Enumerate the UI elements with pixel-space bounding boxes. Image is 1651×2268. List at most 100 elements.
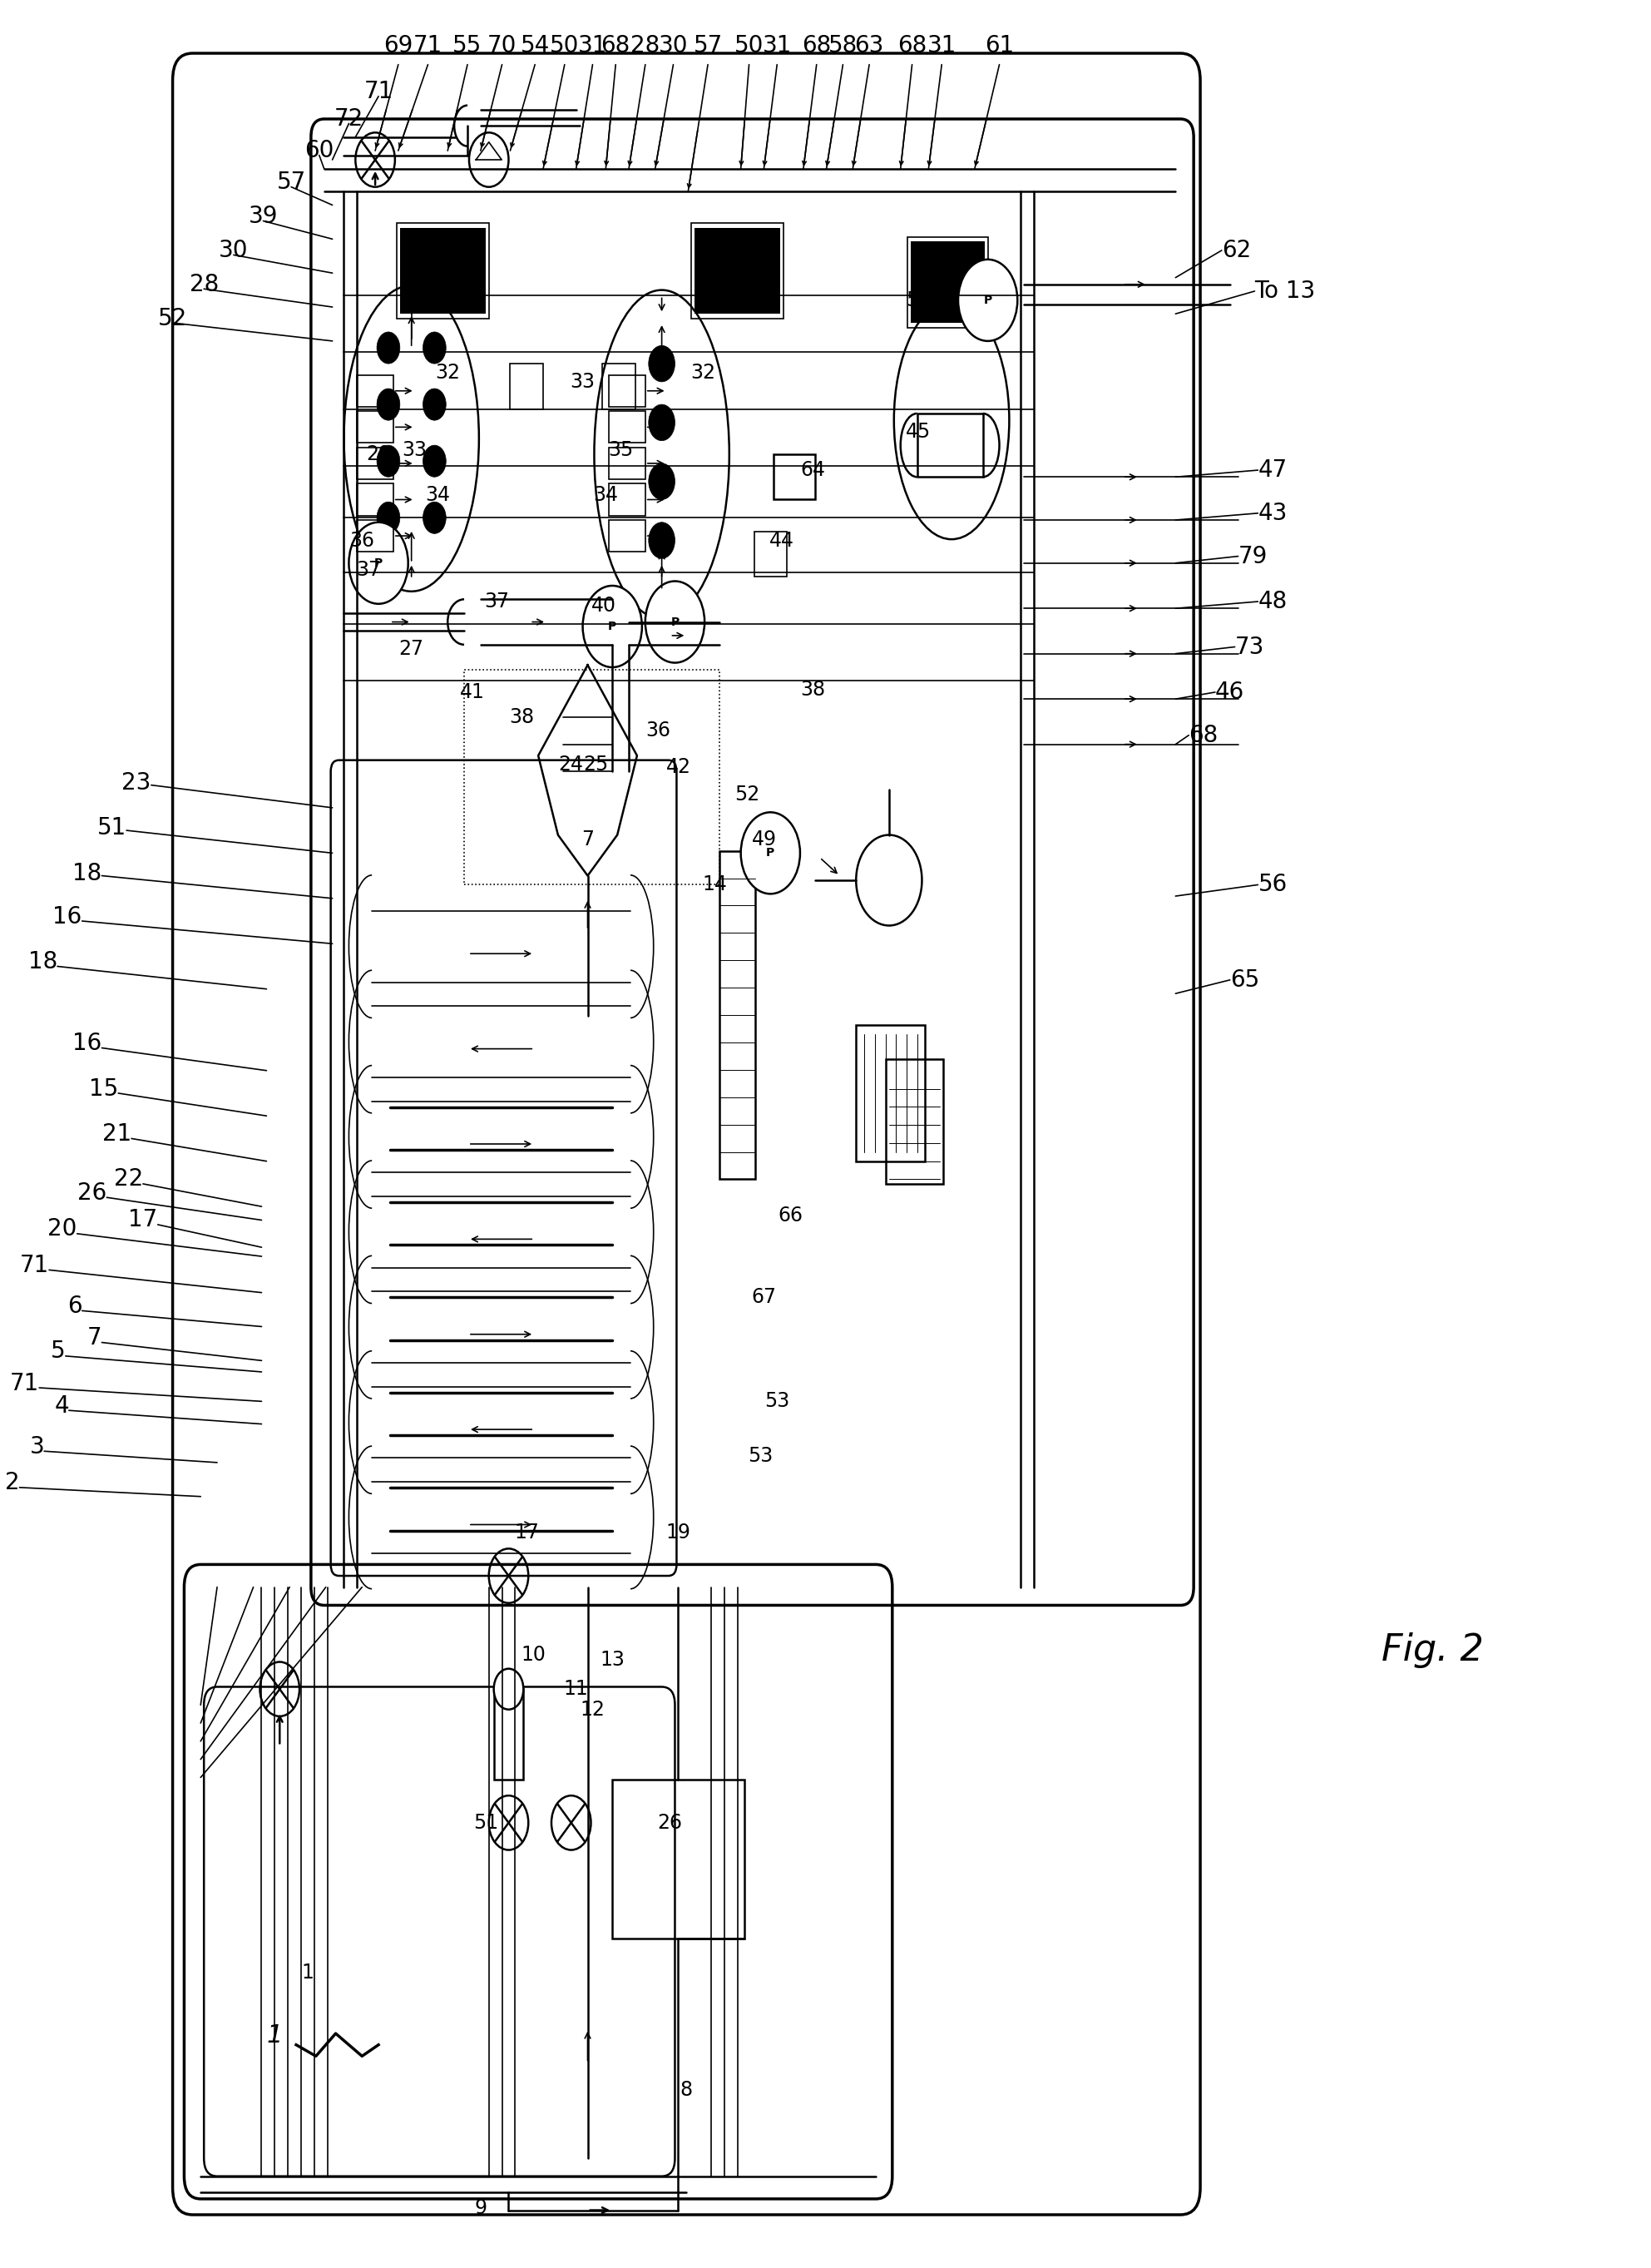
Circle shape — [958, 259, 1017, 340]
Text: 58: 58 — [829, 34, 857, 57]
Text: 68: 68 — [601, 34, 631, 57]
Text: 29: 29 — [367, 445, 391, 465]
Text: 5: 5 — [51, 1340, 66, 1363]
Circle shape — [376, 331, 400, 363]
Text: 6: 6 — [68, 1295, 83, 1318]
Text: 66: 66 — [778, 1207, 802, 1225]
Circle shape — [649, 463, 675, 499]
Text: 42: 42 — [665, 758, 690, 778]
Bar — [695, 227, 781, 313]
Text: 41: 41 — [461, 683, 485, 703]
Text: 50: 50 — [550, 34, 580, 57]
Text: 73: 73 — [1235, 635, 1265, 658]
Text: 31: 31 — [578, 34, 608, 57]
Circle shape — [646, 581, 705, 662]
Text: Fig. 2: Fig. 2 — [1382, 1633, 1484, 1669]
Text: 36: 36 — [646, 721, 670, 742]
Text: 69: 69 — [383, 34, 413, 57]
Circle shape — [649, 522, 675, 558]
Text: 17: 17 — [513, 1522, 540, 1542]
Text: P: P — [984, 295, 992, 306]
Text: 68: 68 — [802, 34, 830, 57]
Text: 50: 50 — [735, 34, 764, 57]
Bar — [755, 531, 788, 576]
Text: 59: 59 — [906, 290, 931, 311]
Text: 22: 22 — [114, 1168, 144, 1191]
Bar — [609, 411, 646, 442]
Text: 39: 39 — [248, 204, 277, 229]
Circle shape — [741, 812, 801, 894]
Text: 23: 23 — [122, 771, 152, 794]
Text: 31: 31 — [763, 34, 792, 57]
Text: 52: 52 — [735, 785, 759, 805]
Text: 1: 1 — [267, 2023, 282, 2048]
Text: 36: 36 — [350, 531, 375, 551]
Text: 67: 67 — [751, 1288, 776, 1306]
Text: 53: 53 — [748, 1445, 773, 1465]
Text: 57: 57 — [277, 170, 305, 195]
Bar — [494, 1690, 523, 1780]
Bar — [510, 363, 543, 408]
Text: 33: 33 — [570, 372, 594, 392]
Text: To 13: To 13 — [1255, 279, 1316, 304]
Text: 43: 43 — [1258, 501, 1288, 524]
Text: 1: 1 — [302, 1962, 314, 1982]
Text: P: P — [766, 848, 774, 860]
Text: 45: 45 — [906, 422, 931, 442]
Text: 37: 37 — [485, 592, 510, 612]
Text: 65: 65 — [1230, 968, 1260, 991]
Text: 11: 11 — [563, 1678, 588, 1699]
Text: 44: 44 — [769, 531, 794, 551]
Bar — [857, 1025, 925, 1161]
Circle shape — [423, 331, 446, 363]
Text: 21: 21 — [102, 1123, 132, 1145]
Text: P: P — [608, 621, 616, 633]
Circle shape — [376, 388, 400, 420]
Text: 13: 13 — [599, 1649, 624, 1669]
Text: 28: 28 — [631, 34, 660, 57]
Text: 48: 48 — [1258, 590, 1288, 612]
Text: 79: 79 — [1238, 544, 1268, 567]
Bar — [609, 483, 646, 515]
Text: 72: 72 — [334, 107, 363, 132]
Text: 68: 68 — [1189, 723, 1218, 746]
Text: 70: 70 — [487, 34, 517, 57]
Text: 62: 62 — [1222, 238, 1251, 263]
Circle shape — [423, 501, 446, 533]
Text: 7: 7 — [581, 830, 594, 850]
Text: 30: 30 — [220, 238, 248, 263]
Bar — [692, 222, 784, 318]
Text: 52: 52 — [158, 306, 187, 331]
Text: 33: 33 — [403, 440, 428, 460]
Circle shape — [649, 404, 675, 440]
Text: 20: 20 — [48, 1218, 78, 1241]
Bar — [613, 1780, 745, 1939]
Circle shape — [583, 585, 642, 667]
Text: 3: 3 — [30, 1436, 45, 1458]
Text: 68: 68 — [898, 34, 926, 57]
Text: 18: 18 — [28, 950, 58, 973]
Text: 4: 4 — [54, 1395, 69, 1418]
Text: 49: 49 — [751, 830, 776, 850]
Text: 46: 46 — [1215, 680, 1245, 703]
Bar — [357, 411, 393, 442]
Text: 56: 56 — [1258, 873, 1288, 896]
Text: 38: 38 — [801, 680, 826, 701]
Text: 26: 26 — [78, 1182, 107, 1204]
Text: 37: 37 — [357, 560, 381, 581]
Text: 51: 51 — [97, 816, 127, 839]
Text: 61: 61 — [984, 34, 1014, 57]
Text: 18: 18 — [73, 862, 102, 885]
Bar — [396, 222, 489, 318]
Circle shape — [376, 445, 400, 476]
Text: 63: 63 — [855, 34, 883, 57]
Text: P: P — [670, 617, 679, 628]
Text: 24: 24 — [558, 755, 584, 776]
Bar — [609, 519, 646, 551]
Text: 19: 19 — [665, 1522, 690, 1542]
Text: 71: 71 — [20, 1254, 50, 1277]
Text: 16: 16 — [53, 905, 83, 928]
Text: 9: 9 — [474, 2198, 487, 2218]
Text: 40: 40 — [591, 596, 616, 617]
Text: 51: 51 — [472, 1812, 499, 1833]
